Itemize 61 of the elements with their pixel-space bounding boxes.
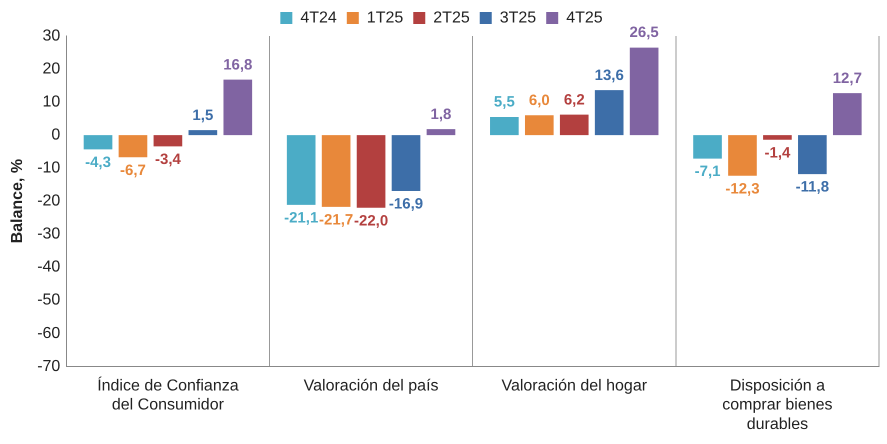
x-tick-label: Valoración del hogar bbox=[501, 377, 648, 394]
y-tick-label: 10 bbox=[42, 93, 60, 110]
y-tick-label: 0 bbox=[51, 126, 60, 144]
x-tick-label: Valoración del país bbox=[304, 377, 439, 394]
data-label: -12,3 bbox=[725, 180, 760, 198]
data-label: -21,7 bbox=[319, 211, 354, 228]
bar bbox=[594, 90, 624, 136]
legend-label: 4T25 bbox=[566, 9, 603, 26]
data-label: 16,8 bbox=[223, 56, 252, 74]
data-label: -6,7 bbox=[120, 162, 146, 179]
bar bbox=[154, 135, 182, 146]
bar bbox=[223, 80, 252, 136]
bar bbox=[356, 135, 386, 208]
data-label: 12,7 bbox=[832, 70, 862, 87]
bar bbox=[524, 115, 554, 136]
bar bbox=[84, 135, 112, 150]
data-label: 5,5 bbox=[494, 94, 515, 111]
data-label: -11,8 bbox=[796, 178, 830, 196]
y-tick-label: -60 bbox=[37, 324, 60, 342]
bar bbox=[763, 135, 792, 140]
bar bbox=[322, 135, 350, 207]
y-tick-label: 20 bbox=[42, 60, 60, 78]
legend-label: 2T25 bbox=[433, 9, 470, 26]
bar bbox=[832, 93, 862, 136]
data-label: -4,3 bbox=[85, 154, 111, 171]
bar bbox=[426, 129, 456, 136]
bar bbox=[286, 135, 316, 205]
bar bbox=[798, 135, 827, 174]
y-tick-label: -20 bbox=[37, 192, 60, 210]
data-label: 6,0 bbox=[528, 92, 550, 109]
data-label: -16,9 bbox=[388, 196, 424, 213]
bar bbox=[693, 135, 722, 159]
y-tick-label: -30 bbox=[37, 226, 60, 243]
bar bbox=[118, 135, 148, 158]
data-label: 6,2 bbox=[564, 91, 585, 108]
legend-label: 4T24 bbox=[300, 9, 337, 26]
bar bbox=[490, 116, 519, 136]
y-tick-label: -70 bbox=[37, 358, 60, 375]
data-label: -1,4 bbox=[764, 144, 791, 162]
data-label: 26,5 bbox=[630, 24, 659, 42]
bar bbox=[728, 135, 757, 176]
bar bbox=[188, 130, 218, 136]
data-label: -22,0 bbox=[354, 212, 388, 230]
y-axis-title: Balance, % bbox=[9, 158, 26, 244]
y-tick-label: -10 bbox=[37, 160, 60, 177]
data-label: 1,5 bbox=[192, 106, 214, 124]
data-label: -7,1 bbox=[694, 163, 720, 180]
x-tick-label: Disposición a comprar bienes durables bbox=[722, 377, 833, 433]
y-tick-label: -40 bbox=[37, 258, 60, 276]
legend-label: 1T25 bbox=[366, 9, 404, 26]
legend-label: 3T25 bbox=[500, 9, 536, 26]
data-label: 13,6 bbox=[594, 66, 624, 84]
y-tick-label: 30 bbox=[42, 27, 60, 44]
bar bbox=[630, 48, 658, 136]
x-tick-label: Índice de Confianza del Consumidor bbox=[97, 376, 239, 414]
data-label: -21,1 bbox=[284, 209, 318, 226]
bar bbox=[560, 114, 589, 136]
y-tick-label: -50 bbox=[37, 292, 60, 309]
data-label: 1,8 bbox=[430, 106, 452, 123]
bar bbox=[392, 135, 420, 191]
data-label: -3,4 bbox=[154, 150, 182, 168]
